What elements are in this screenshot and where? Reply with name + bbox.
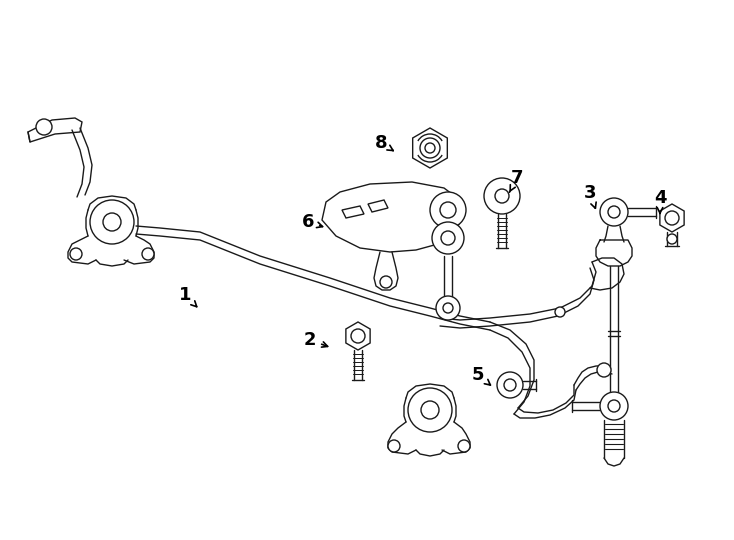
Circle shape (408, 388, 452, 432)
Text: 7: 7 (509, 169, 523, 192)
Circle shape (665, 211, 679, 225)
Circle shape (600, 198, 628, 226)
Polygon shape (660, 204, 684, 232)
Circle shape (495, 189, 509, 203)
Circle shape (484, 178, 520, 214)
Circle shape (432, 222, 464, 254)
Text: 5: 5 (472, 366, 490, 385)
Circle shape (667, 234, 677, 244)
Circle shape (103, 213, 121, 231)
Circle shape (608, 206, 620, 218)
Text: 4: 4 (654, 189, 666, 213)
Circle shape (420, 138, 440, 158)
Circle shape (70, 248, 82, 260)
Text: 1: 1 (179, 286, 197, 307)
Circle shape (142, 248, 154, 260)
Polygon shape (342, 206, 364, 218)
Circle shape (458, 440, 470, 452)
Circle shape (555, 307, 565, 317)
Circle shape (600, 392, 628, 420)
Polygon shape (28, 118, 82, 142)
Circle shape (380, 276, 392, 288)
Circle shape (440, 202, 456, 218)
Circle shape (388, 440, 400, 452)
Text: 8: 8 (374, 134, 393, 152)
Circle shape (608, 400, 620, 412)
Circle shape (497, 372, 523, 398)
Polygon shape (322, 182, 462, 252)
Circle shape (441, 231, 455, 245)
Polygon shape (490, 182, 514, 210)
Circle shape (430, 192, 466, 228)
Polygon shape (346, 322, 370, 350)
Text: 2: 2 (304, 331, 327, 349)
Circle shape (425, 143, 435, 153)
Circle shape (36, 119, 52, 135)
Circle shape (597, 363, 611, 377)
Circle shape (351, 329, 365, 343)
Circle shape (421, 401, 439, 419)
Text: 6: 6 (302, 213, 322, 231)
Text: 3: 3 (584, 184, 596, 208)
Polygon shape (413, 128, 447, 168)
Circle shape (436, 296, 460, 320)
Polygon shape (368, 200, 388, 212)
Circle shape (504, 379, 516, 391)
Circle shape (90, 200, 134, 244)
Circle shape (443, 303, 453, 313)
